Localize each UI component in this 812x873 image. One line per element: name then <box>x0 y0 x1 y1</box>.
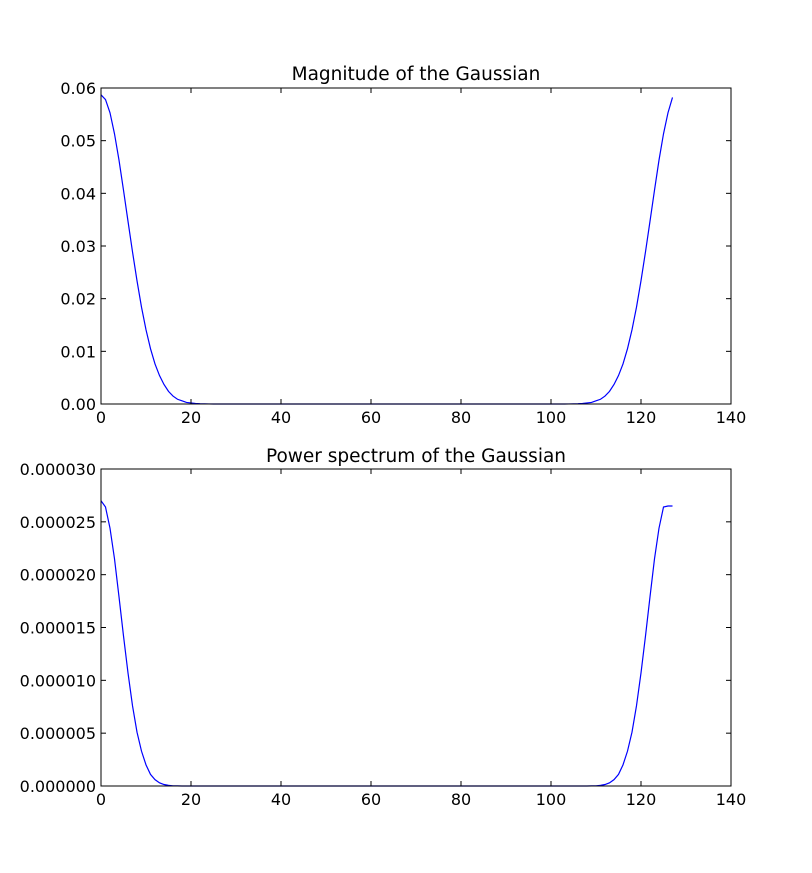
y-tick-label: 0.000005 <box>20 724 96 743</box>
y-tick-label: 0.000010 <box>20 671 96 690</box>
x-tick-label: 140 <box>716 408 747 427</box>
y-tick-label: 0.06 <box>60 79 96 98</box>
x-tick-label: 0 <box>96 790 106 809</box>
plot-area: 0 20 40 60 80 100 120 140 0.00 0.01 0.02 0.03 0.04 0.… <box>60 79 746 427</box>
x-tick-label: 20 <box>181 408 201 427</box>
chart-magnitude: Magnitude of the Gaussian 0 20 40 60 80 100 12… <box>60 64 746 427</box>
x-tick-label: 80 <box>451 790 471 809</box>
x-tick-label: 40 <box>271 790 291 809</box>
y-tick-label: 0.03 <box>60 237 96 256</box>
y-tick-label: 0.000025 <box>20 513 96 532</box>
series-line <box>100 500 673 787</box>
x-tick-label: 40 <box>271 408 291 427</box>
x-tick-label: 100 <box>536 408 567 427</box>
x-tick-label: 80 <box>451 408 471 427</box>
x-tick-label: 60 <box>361 408 381 427</box>
y-tick-label: 0.000015 <box>20 619 96 638</box>
x-tick-label: 20 <box>181 790 201 809</box>
y-tick-label: 0.02 <box>60 290 96 309</box>
y-tick-label: 0.000030 <box>20 460 96 479</box>
y-tick-label: 0.000020 <box>20 566 96 585</box>
plot-area: 0 20 40 60 80 100 120 140 0.000000 0.000005 0.0000… <box>20 460 747 809</box>
y-tick-label: 0.01 <box>60 342 96 361</box>
axes-frame <box>100 87 732 405</box>
series-line <box>100 94 674 405</box>
x-tick-label: 120 <box>626 790 657 809</box>
y-tick-label: 0.04 <box>60 184 96 203</box>
x-tick-label: 140 <box>716 790 747 809</box>
chart-title: Magnitude of the Gaussian <box>292 64 541 85</box>
chart-title: Power spectrum of the Gaussian <box>266 446 566 467</box>
x-tick-label: 0 <box>96 408 106 427</box>
y-tick-label: 0.05 <box>60 132 96 151</box>
axes-frame <box>100 468 732 787</box>
chart-power-spectrum: Power spectrum of the Gaussian 0 20 40 60 80… <box>20 446 747 809</box>
x-tick-label: 120 <box>626 408 657 427</box>
y-tick-label: 0.000000 <box>20 777 96 796</box>
y-tick-label: 0.00 <box>60 395 96 414</box>
x-tick-label: 100 <box>536 790 567 809</box>
x-tick-label: 60 <box>361 790 381 809</box>
